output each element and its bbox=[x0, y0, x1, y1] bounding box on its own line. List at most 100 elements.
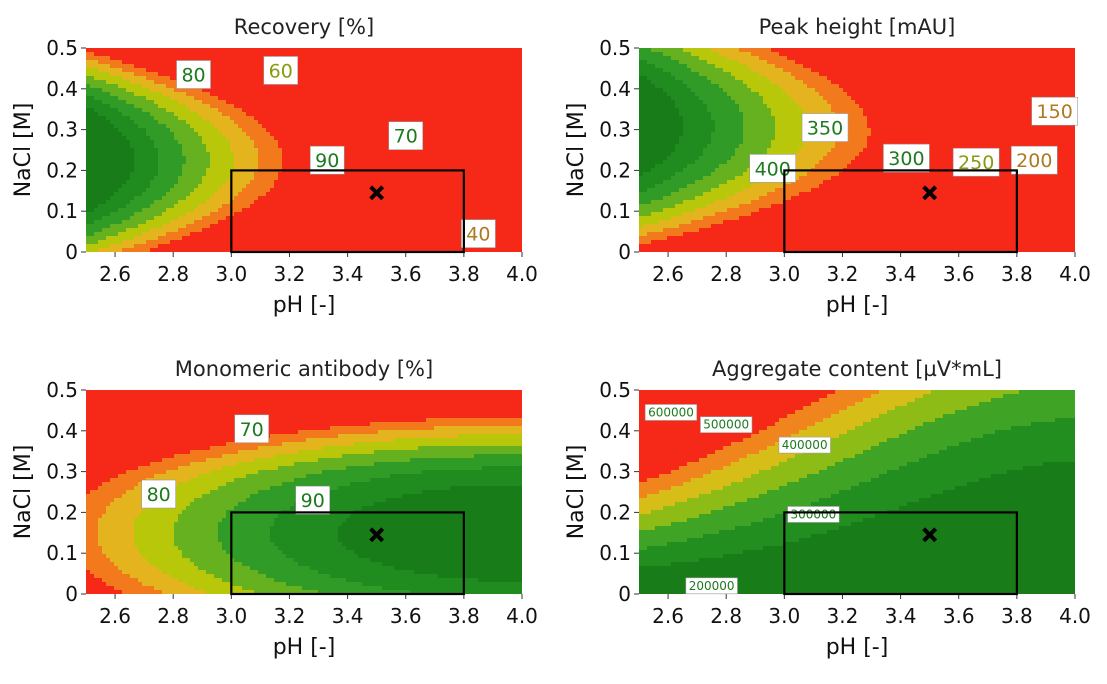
recovery-contour-chart: Recovery [%] 2.6 2.8 3.0 3.2 3.4 3.6 3.8 4.0 0 0.1… bbox=[11, 15, 538, 318]
x-axis-label: pH [-] bbox=[273, 293, 336, 318]
y-tick-label: 0.3 bbox=[46, 460, 78, 484]
x-axis-label: pH [-] bbox=[273, 635, 336, 660]
contour-label: 150 bbox=[1031, 96, 1078, 126]
x-tick-label: 3.6 bbox=[943, 262, 975, 286]
x-tick-label: 3.8 bbox=[1001, 262, 1033, 286]
x-tick-label: 3.4 bbox=[885, 604, 917, 628]
chart-title: Aggregate content [µV*mL] bbox=[712, 357, 1002, 381]
x-tick-label: 3.0 bbox=[215, 262, 247, 286]
y-tick-label: 0.4 bbox=[599, 77, 631, 101]
x-tick-label: 3.4 bbox=[332, 604, 364, 628]
contour-label: 600000 bbox=[644, 404, 698, 421]
x-tick-label: 3.6 bbox=[390, 604, 422, 628]
design-space-box bbox=[230, 511, 465, 596]
x-tick-label: 4.0 bbox=[1059, 262, 1091, 286]
chart-panel-peak-height: Peak height [mAU] 2.6 2.8 3.0 3.2 3.4 3.6 3.8 4.… bbox=[553, 0, 1106, 342]
x-tick-label: 3.2 bbox=[827, 262, 859, 286]
x-axis-label: pH [-] bbox=[826, 293, 889, 318]
x-tick-label: 3.8 bbox=[1001, 604, 1033, 628]
x-tick-label: 3.2 bbox=[827, 604, 859, 628]
x-tick-label: 3.8 bbox=[448, 262, 480, 286]
contour-label: 350 bbox=[801, 113, 849, 142]
contour-label: 500000 bbox=[700, 416, 753, 433]
x-tick-label: 3.0 bbox=[215, 604, 247, 628]
monomeric-antibody-contour-chart: Monomeric antibody [%] 2.6 2.8 3.0 3.2 3.4 3.6… bbox=[11, 357, 538, 660]
optimum-marker bbox=[369, 185, 385, 201]
y-tick-label: 0.5 bbox=[599, 36, 631, 60]
y-tick-label: 0.1 bbox=[46, 199, 78, 223]
y-tick-label: 0 bbox=[618, 582, 631, 606]
y-tick-label: 0.2 bbox=[46, 158, 78, 182]
chart-panel-aggregate-content: Aggregate content [µV*mL] 2.6 2.8 3.0 3.2 3.4… bbox=[553, 342, 1106, 684]
y-tick-label: 0.4 bbox=[46, 419, 78, 443]
x-tick-label: 4.0 bbox=[506, 262, 538, 286]
y-tick-label: 0.3 bbox=[599, 460, 631, 484]
y-tick-label: 0 bbox=[65, 240, 78, 264]
x-tick-label: 2.6 bbox=[652, 262, 684, 286]
x-tick-label: 2.8 bbox=[157, 262, 189, 286]
contour-label: 80 bbox=[176, 60, 211, 89]
x-tick-label: 3.2 bbox=[274, 262, 306, 286]
contour-label: 70 bbox=[388, 121, 424, 151]
y-tick-label: 0.1 bbox=[599, 541, 631, 565]
x-tick-label: 3.4 bbox=[332, 262, 364, 286]
y-tick-label: 0.1 bbox=[599, 199, 631, 223]
x-tick-label: 2.6 bbox=[99, 262, 131, 286]
y-tick-label: 0.3 bbox=[46, 118, 78, 142]
x-tick-label: 3.2 bbox=[274, 604, 306, 628]
chart-title: Peak height [mAU] bbox=[759, 15, 956, 39]
contour-field bbox=[86, 48, 522, 252]
y-tick-label: 0.3 bbox=[599, 118, 631, 142]
chart-panel-monomeric-antibody: Monomeric antibody [%] 2.6 2.8 3.0 3.2 3.4 3.6… bbox=[0, 342, 553, 684]
contour-label: 60 bbox=[263, 56, 299, 85]
x-tick-label: 3.0 bbox=[768, 604, 800, 628]
y-tick-label: 0.5 bbox=[599, 378, 631, 402]
y-tick-label: 0.2 bbox=[599, 500, 631, 524]
x-tick-label: 2.8 bbox=[710, 262, 742, 286]
y-axis-label: NaCl [M] bbox=[564, 103, 589, 198]
chart-title: Monomeric antibody [%] bbox=[175, 357, 433, 381]
x-tick-label: 2.8 bbox=[710, 604, 742, 628]
x-tick-label: 2.8 bbox=[157, 604, 189, 628]
x-tick-label: 3.6 bbox=[943, 604, 975, 628]
contour-label: 250 bbox=[952, 147, 1000, 177]
aggregate-content-contour-chart: Aggregate content [µV*mL] 2.6 2.8 3.0 3.2 3.4… bbox=[564, 357, 1091, 660]
chart-title: Recovery [%] bbox=[234, 15, 374, 39]
contour-field bbox=[86, 390, 522, 594]
contour-label: 400 bbox=[749, 154, 797, 183]
x-tick-label: 3.8 bbox=[448, 604, 480, 628]
y-tick-label: 0.4 bbox=[46, 77, 78, 101]
contour-label: 200000 bbox=[685, 577, 738, 595]
y-tick-label: 0.5 bbox=[46, 378, 78, 402]
optimum-marker bbox=[922, 185, 938, 201]
y-axis-label: NaCl [M] bbox=[11, 445, 36, 540]
x-axis-label: pH [-] bbox=[826, 635, 889, 660]
design-space-box bbox=[783, 169, 1018, 254]
x-tick-label: 3.6 bbox=[390, 262, 422, 286]
y-tick-label: 0 bbox=[618, 240, 631, 264]
optimum-marker bbox=[369, 527, 385, 543]
contour-label: 80 bbox=[141, 479, 176, 509]
contour-label: 400000 bbox=[778, 436, 831, 454]
y-tick-label: 0.1 bbox=[46, 541, 78, 565]
contour-label: 90 bbox=[295, 485, 331, 515]
design-space-box bbox=[230, 169, 465, 254]
contour-label: 40 bbox=[461, 219, 496, 248]
y-axis-label: NaCl [M] bbox=[564, 445, 589, 540]
contour-label: 300 bbox=[883, 143, 930, 173]
y-tick-label: 0.2 bbox=[46, 500, 78, 524]
design-space-box bbox=[783, 511, 1018, 596]
x-tick-label: 3.0 bbox=[768, 262, 800, 286]
chart-panel-recovery: Recovery [%] 2.6 2.8 3.0 3.2 3.4 3.6 3.8 4.0 0 0.1… bbox=[0, 0, 553, 342]
y-tick-label: 0.4 bbox=[599, 419, 631, 443]
y-tick-label: 0 bbox=[65, 582, 78, 606]
contour-label: 300000 bbox=[787, 506, 840, 523]
contour-field bbox=[639, 48, 1075, 252]
y-axis-label: NaCl [M] bbox=[11, 103, 36, 198]
contour-label: 70 bbox=[234, 414, 269, 444]
x-tick-label: 3.4 bbox=[885, 262, 917, 286]
x-tick-label: 2.6 bbox=[652, 604, 684, 628]
peak-height-contour-chart: Peak height [mAU] 2.6 2.8 3.0 3.2 3.4 3.6 3.8 4.… bbox=[564, 15, 1091, 318]
y-tick-label: 0.5 bbox=[46, 36, 78, 60]
optimum-marker bbox=[922, 527, 938, 543]
